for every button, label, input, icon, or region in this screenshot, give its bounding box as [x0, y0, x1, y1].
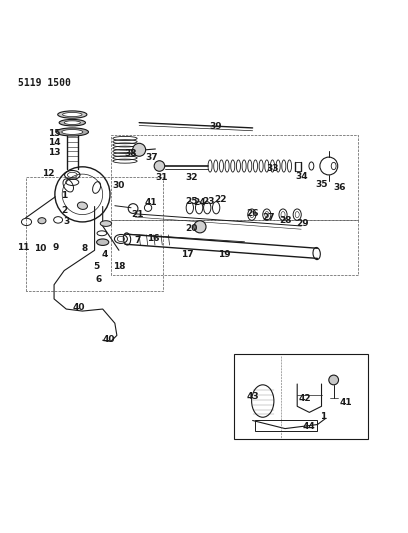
Circle shape — [329, 375, 339, 385]
Text: 11: 11 — [18, 243, 30, 252]
Text: 18: 18 — [113, 262, 125, 271]
Ellipse shape — [100, 221, 112, 227]
Text: 5119 1500: 5119 1500 — [18, 78, 71, 88]
Text: 14: 14 — [48, 139, 60, 148]
Text: 8: 8 — [81, 244, 88, 253]
Ellipse shape — [56, 128, 89, 136]
Text: 4: 4 — [102, 250, 108, 259]
Circle shape — [154, 161, 165, 171]
Text: 22: 22 — [214, 195, 226, 204]
Ellipse shape — [78, 202, 87, 209]
Text: 13: 13 — [48, 148, 60, 157]
Text: 7: 7 — [134, 236, 140, 245]
Bar — [234, 353, 368, 439]
Ellipse shape — [62, 112, 82, 117]
Text: 21: 21 — [131, 210, 143, 219]
Text: 25: 25 — [185, 197, 197, 206]
Text: 30: 30 — [113, 181, 125, 190]
Text: 42: 42 — [299, 394, 312, 403]
Text: 38: 38 — [125, 149, 137, 158]
Text: 1: 1 — [320, 412, 327, 421]
Text: 6: 6 — [95, 275, 102, 284]
Text: 26: 26 — [246, 209, 259, 219]
Text: 23: 23 — [202, 197, 214, 206]
Text: 32: 32 — [186, 173, 198, 182]
Text: 35: 35 — [315, 180, 328, 189]
Text: 34: 34 — [296, 172, 308, 181]
Text: 36: 36 — [333, 183, 346, 192]
Text: 43: 43 — [246, 392, 259, 401]
Text: 31: 31 — [155, 173, 168, 182]
Text: 33: 33 — [267, 164, 279, 173]
Text: 28: 28 — [279, 216, 291, 225]
Text: 29: 29 — [296, 219, 308, 228]
Text: 39: 39 — [210, 122, 222, 131]
Text: 19: 19 — [218, 250, 231, 259]
Text: 40: 40 — [72, 303, 84, 311]
Text: 17: 17 — [182, 250, 194, 259]
Ellipse shape — [58, 111, 87, 118]
Text: 16: 16 — [147, 235, 160, 244]
Circle shape — [194, 221, 206, 233]
Ellipse shape — [38, 217, 46, 224]
Text: 41: 41 — [339, 398, 352, 407]
Text: 3: 3 — [63, 217, 69, 227]
Bar — [255, 420, 317, 431]
Text: 10: 10 — [34, 244, 46, 253]
Text: 27: 27 — [262, 213, 275, 222]
Text: 5: 5 — [93, 262, 100, 271]
Text: 40: 40 — [102, 335, 115, 344]
Text: 41: 41 — [145, 198, 157, 207]
Text: 37: 37 — [145, 154, 157, 163]
Text: 12: 12 — [42, 169, 54, 178]
Text: 1: 1 — [61, 191, 67, 200]
Ellipse shape — [64, 121, 80, 125]
Ellipse shape — [59, 119, 85, 126]
Text: 9: 9 — [53, 243, 59, 252]
Text: 2: 2 — [61, 206, 67, 215]
Ellipse shape — [62, 130, 83, 134]
Text: 24: 24 — [194, 198, 206, 207]
Circle shape — [133, 143, 146, 156]
Text: 44: 44 — [303, 422, 316, 431]
Text: 20: 20 — [186, 223, 198, 232]
Ellipse shape — [97, 239, 109, 245]
Text: 15: 15 — [48, 129, 60, 138]
